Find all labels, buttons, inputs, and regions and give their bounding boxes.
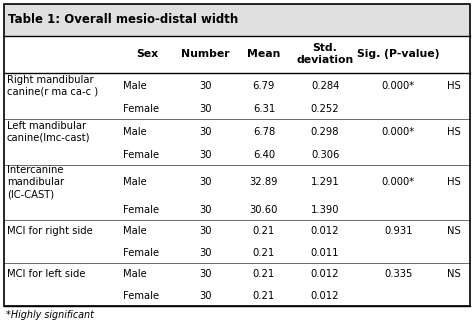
Text: 6.31: 6.31 (253, 104, 275, 114)
Text: Right mandibular
canine(r ma ca-c ): Right mandibular canine(r ma ca-c ) (7, 75, 98, 97)
Text: Male: Male (124, 226, 147, 236)
Text: 6.40: 6.40 (253, 150, 275, 160)
Text: Female: Female (124, 248, 160, 258)
Text: Male: Male (124, 81, 147, 91)
Text: MCI for left side: MCI for left side (7, 269, 85, 279)
Text: 0.252: 0.252 (311, 104, 339, 114)
Text: Intercanine
mandibular
(IC-CAST): Intercanine mandibular (IC-CAST) (7, 165, 64, 199)
Bar (4, 73, 470, 99)
Text: NS: NS (447, 226, 460, 236)
Text: 30: 30 (200, 150, 212, 160)
Text: 0.000*: 0.000* (382, 127, 415, 137)
Text: Sex: Sex (137, 49, 158, 59)
Bar (4, 286, 470, 306)
Text: 6.79: 6.79 (253, 81, 275, 91)
Bar (4, 145, 470, 165)
Bar (4, 165, 470, 200)
Bar (4, 243, 470, 263)
Text: 0.000*: 0.000* (382, 177, 415, 187)
Text: Sig. (P-value): Sig. (P-value) (357, 49, 439, 59)
Bar (4, 200, 470, 220)
Text: 0.284: 0.284 (311, 81, 339, 91)
Text: 0.306: 0.306 (311, 150, 339, 160)
Bar (4, 99, 470, 119)
Text: 0.012: 0.012 (311, 269, 339, 279)
Bar (4, 4, 470, 36)
Text: Male: Male (124, 269, 147, 279)
Text: 0.011: 0.011 (311, 248, 339, 258)
Text: 0.012: 0.012 (311, 226, 339, 236)
Text: 0.298: 0.298 (311, 127, 339, 137)
Bar (4, 119, 470, 145)
Text: HS: HS (447, 127, 460, 137)
Text: 30: 30 (200, 81, 212, 91)
Text: *Highly significant: *Highly significant (6, 310, 94, 320)
Text: HS: HS (447, 81, 460, 91)
Text: Std.
deviation: Std. deviation (297, 43, 354, 65)
Text: 0.335: 0.335 (384, 269, 412, 279)
Text: Female: Female (124, 291, 160, 301)
Text: MCI for right side: MCI for right side (7, 226, 93, 236)
Text: 30: 30 (200, 127, 212, 137)
Text: Female: Female (124, 205, 160, 215)
Bar (4, 263, 470, 286)
Text: Male: Male (124, 127, 147, 137)
Text: 0.931: 0.931 (384, 226, 412, 236)
Text: 32.89: 32.89 (250, 177, 278, 187)
Text: Left mandibular
canine(lmc-cast): Left mandibular canine(lmc-cast) (7, 121, 91, 143)
Text: 6.78: 6.78 (253, 127, 275, 137)
Text: 0.000*: 0.000* (382, 81, 415, 91)
Text: 30: 30 (200, 291, 212, 301)
Text: 30: 30 (200, 269, 212, 279)
Text: 1.291: 1.291 (311, 177, 339, 187)
Text: Male: Male (124, 177, 147, 187)
Text: 1.390: 1.390 (311, 205, 339, 215)
Text: Mean: Mean (247, 49, 281, 59)
Text: 0.21: 0.21 (253, 248, 275, 258)
Text: HS: HS (447, 177, 460, 187)
Bar (4, 220, 470, 243)
Text: 30.60: 30.60 (250, 205, 278, 215)
Text: 0.012: 0.012 (311, 291, 339, 301)
Text: 30: 30 (200, 205, 212, 215)
Text: 30: 30 (200, 248, 212, 258)
Text: 30: 30 (200, 226, 212, 236)
Text: Female: Female (124, 104, 160, 114)
Text: 0.21: 0.21 (253, 291, 275, 301)
Text: Female: Female (124, 150, 160, 160)
Text: 0.21: 0.21 (253, 269, 275, 279)
Text: 30: 30 (200, 177, 212, 187)
Text: Table 1: Overall mesio-distal width: Table 1: Overall mesio-distal width (8, 13, 238, 26)
Text: NS: NS (447, 269, 460, 279)
Text: 30: 30 (200, 104, 212, 114)
Text: 0.21: 0.21 (253, 226, 275, 236)
Bar (4, 36, 470, 73)
Text: Number: Number (182, 49, 230, 59)
